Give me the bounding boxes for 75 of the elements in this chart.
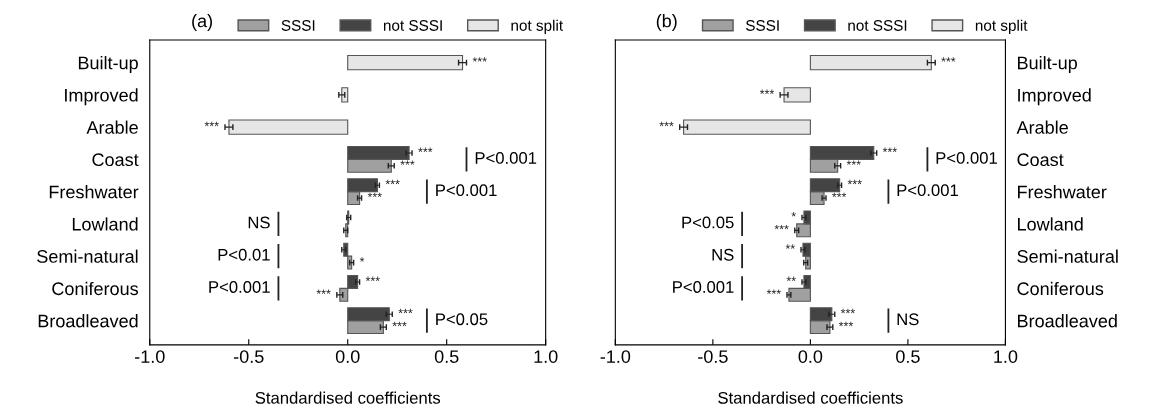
data-label: *** (759, 89, 775, 94)
y-tick-label: Semi-natural (37, 249, 138, 263)
y-tick-label: Coast (1017, 153, 1064, 167)
annotation: P<0.001 (936, 152, 997, 164)
data-label: *** (766, 289, 781, 294)
annotation: P<0.001 (475, 152, 537, 164)
annotation: NS (248, 216, 270, 229)
x-tick-label: -0.5 (698, 350, 728, 363)
y-tick-label: Lowland (72, 217, 138, 231)
y-tick-label: Improved (1018, 88, 1091, 106)
annotation: P<0.001 (673, 281, 734, 293)
data-label: *** (204, 121, 219, 127)
data-label: *** (472, 57, 487, 62)
x-tick-label: 1.0 (534, 350, 558, 363)
data-label: *** (316, 289, 331, 294)
annotation: P<0.001 (436, 184, 497, 197)
annotation: P<0.05 (436, 313, 488, 326)
data-label: *** (846, 160, 861, 165)
x-tick-label: 0.5 (896, 350, 920, 363)
y-tick-label: Built-up (78, 56, 138, 73)
x-tick-label: 0.5 (434, 350, 459, 363)
data-label: * (791, 212, 796, 217)
data-label: *** (840, 308, 856, 314)
data-label: *** (832, 192, 847, 198)
legend-label: not split (511, 19, 563, 34)
x-tick-label: -1.0 (135, 350, 165, 363)
y-tick-label: Coniferous (1017, 281, 1104, 296)
y-tick-label: Semi-natural (1017, 249, 1118, 263)
x-axis-title: Standardised coefficients (718, 391, 903, 404)
x-tick-label: -0.5 (233, 350, 264, 363)
legend-label: not split (975, 19, 1028, 34)
y-tick-label: Arable (1016, 120, 1068, 134)
data-label: *** (418, 147, 433, 152)
legend-label: not SSSI (383, 20, 442, 31)
data-label: *** (367, 192, 382, 198)
data-label: *** (659, 121, 674, 127)
data-label: ** (785, 244, 795, 249)
y-tick-label: Freshwater (49, 185, 139, 199)
x-tick-label: -1.0 (600, 350, 631, 363)
y-tick-label: Broadleaved (38, 314, 138, 328)
y-tick-label: Built-up (1018, 56, 1077, 73)
chart-title: (b) (656, 14, 677, 31)
legend-label: SSSI (281, 20, 315, 31)
annotation: P<0.001 (897, 184, 958, 197)
annotation: NS (712, 248, 734, 261)
data-label: *** (365, 276, 380, 281)
annotation: P<0.05 (682, 216, 734, 229)
legend-label: SSSI (745, 20, 779, 31)
x-tick-label: 1.0 (994, 350, 1018, 363)
data-label: *** (941, 57, 956, 62)
x-tick-label: 0.0 (335, 350, 360, 363)
annotation: P<0.001 (209, 281, 270, 293)
data-label: * (359, 257, 365, 262)
y-tick-label: Improved (65, 88, 138, 106)
data-label: *** (774, 224, 789, 230)
data-label: *** (882, 147, 897, 152)
annotation: NS (897, 313, 919, 326)
y-tick-label: Broadleaved (1018, 314, 1117, 328)
y-tick-label: Freshwater (1018, 185, 1107, 199)
y-tick-label: Lowland (1018, 217, 1083, 231)
data-label: *** (400, 160, 415, 165)
x-axis-title: Standardised coefficients (255, 391, 441, 404)
legend-label: not SSSI (848, 20, 907, 31)
y-tick-label: Arable (86, 120, 138, 134)
y-tick-label: Coniferous (52, 281, 139, 296)
y-tick-label: Coast (92, 153, 139, 167)
x-tick-label: 0.0 (798, 350, 823, 363)
data-label: *** (398, 308, 413, 314)
data-label: *** (838, 321, 854, 327)
annotation: P<0.01 (218, 248, 270, 261)
data-label: *** (385, 179, 400, 185)
data-label: ** (786, 276, 796, 281)
chart-title: (a) (192, 14, 212, 31)
data-label: *** (847, 179, 862, 185)
data-label: *** (392, 321, 407, 327)
